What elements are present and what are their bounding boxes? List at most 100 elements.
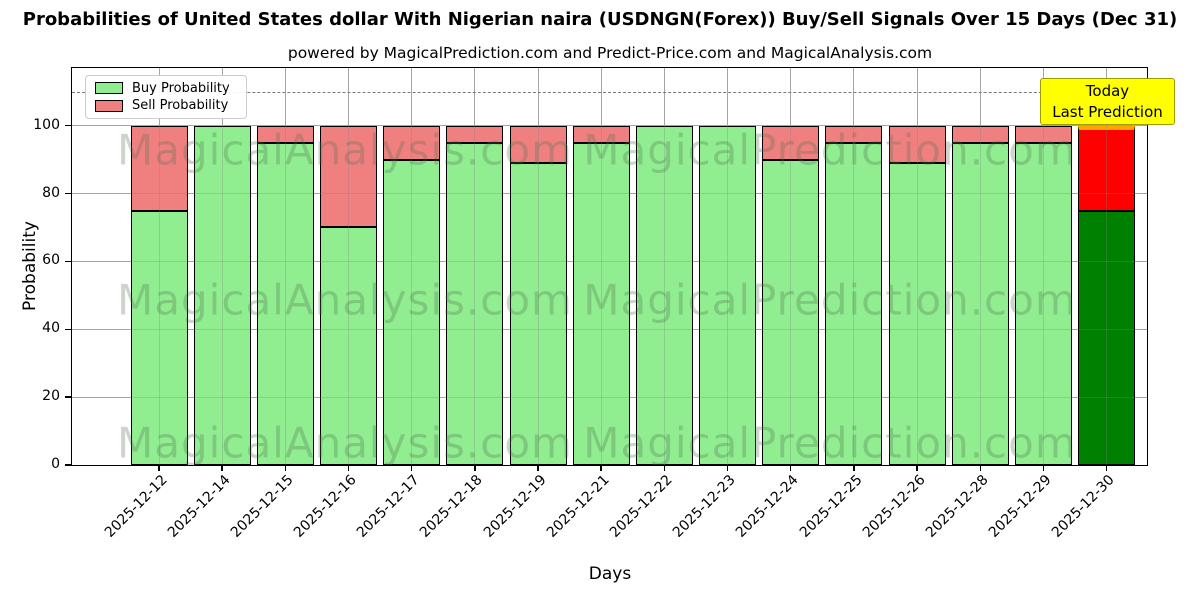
v-gridline-overlay [1106, 68, 1108, 465]
bar-segment-sell-2025-12-25 [825, 125, 883, 143]
v-gridline-overlay [853, 68, 855, 465]
bar-segment-sell-2025-12-18 [446, 125, 504, 143]
v-gridline-overlay [916, 68, 918, 465]
x-tick-label: 2025-12-16 [290, 472, 360, 541]
x-tick-mark [979, 465, 981, 471]
y-tick-mark [65, 464, 72, 466]
x-tick-mark [853, 465, 855, 471]
watermark-analysis-top: MagicalAnalysis.com [117, 125, 573, 175]
x-tick-mark [1105, 465, 1108, 471]
y-tick-label: 40 [42, 320, 60, 337]
v-gridline-overlay [284, 68, 286, 465]
v-gridline-overlay [158, 68, 160, 465]
bar-segment-sell-2025-12-21 [572, 125, 630, 143]
bar-segment-sell-2025-12-12 [130, 125, 188, 211]
x-tick-mark [663, 465, 666, 471]
v-gridline-overlay [790, 68, 792, 465]
v-gridline-overlay [1042, 68, 1044, 465]
bar-segment-buy-2025-12-19 [509, 163, 567, 465]
x-tick-label: 2025-12-26 [859, 472, 929, 541]
x-tick-label: 2025-12-23 [669, 472, 739, 541]
bar-segment-buy-2025-12-28 [951, 142, 1009, 465]
y-tick-mark [65, 260, 72, 263]
x-tick-label: 2025-12-29 [985, 472, 1055, 541]
y-tick-label: 80 [42, 184, 60, 201]
legend-label-buy: Buy Probability [132, 80, 230, 96]
x-tick-label: 2025-12-18 [417, 472, 487, 541]
bar-segment-sell-2025-12-29 [1014, 125, 1072, 143]
x-tick-label: 2025-12-22 [606, 472, 676, 541]
v-gridline-overlay [537, 68, 539, 465]
h-gridline-overlay [72, 193, 1147, 195]
bar-segment-sell-2025-12-30 [1078, 125, 1136, 211]
watermark-prediction-top: MagicalPrediction.com [583, 125, 1077, 175]
bar-segment-sell-2025-12-26 [888, 125, 946, 164]
x-tick-mark [1042, 465, 1045, 471]
bar-segment-buy-2025-12-18 [446, 142, 504, 465]
v-gridline-overlay [221, 68, 223, 465]
x-tick-label: 2025-12-19 [480, 472, 550, 541]
watermark-analysis-bottom: MagicalAnalysis.com [117, 418, 573, 468]
chart-subtitle: powered by MagicalPrediction.com and Pre… [287, 44, 933, 62]
y-tick-label: 60 [42, 252, 60, 269]
bar-segment-sell-2025-12-28 [951, 125, 1009, 143]
watermark-prediction-middle: MagicalPrediction.com [583, 275, 1077, 325]
x-tick-label: 2025-12-12 [101, 472, 171, 541]
legend: Buy Probability Sell Probability [85, 75, 247, 119]
bar-segment-buy-2025-12-24 [762, 159, 820, 465]
legend-item-buy: Buy Probability [95, 81, 237, 96]
x-tick-mark [600, 465, 602, 471]
bar-segment-buy-2025-12-30 [1078, 210, 1136, 465]
h-gridline-overlay [72, 260, 1147, 262]
buy-swatch-icon [95, 82, 123, 95]
v-gridline-overlay [411, 68, 413, 465]
v-gridline-overlay [979, 68, 981, 465]
y-tick-mark [65, 396, 72, 398]
v-gridline-overlay [600, 68, 602, 465]
x-axis-label: Days [588, 564, 632, 584]
bar-segment-buy-2025-12-22 [635, 125, 693, 465]
x-tick-mark [916, 465, 918, 471]
x-tick-mark [790, 465, 792, 471]
sell-swatch-icon [95, 99, 123, 112]
chart-title: Probabilities of United States dollar Wi… [22, 9, 1178, 30]
v-gridline-overlay [663, 68, 665, 465]
bar-segment-buy-2025-12-29 [1014, 142, 1072, 465]
x-tick-label: 2025-12-24 [733, 472, 803, 541]
x-tick-label: 2025-12-28 [922, 472, 992, 541]
h-gridline [72, 125, 1147, 127]
x-tick-label: 2025-12-25 [796, 472, 866, 541]
bar-segment-buy-2025-12-23 [699, 125, 757, 465]
x-tick-label: 2025-12-21 [543, 472, 613, 541]
today-annotation-line1: Today [1085, 81, 1130, 100]
watermark-analysis-middle: MagicalAnalysis.com [117, 275, 573, 325]
v-gridline-overlay [727, 68, 729, 465]
bar-segment-buy-2025-12-14 [193, 125, 251, 465]
x-tick-label: 2025-12-17 [354, 472, 424, 541]
bar-segment-sell-2025-12-19 [509, 125, 567, 164]
x-tick-mark [474, 465, 476, 471]
legend-item-sell: Sell Probability [95, 98, 237, 113]
bar-segment-sell-2025-12-24 [762, 125, 820, 160]
x-tick-label: 2025-12-15 [227, 472, 297, 541]
y-tick-mark [65, 124, 72, 127]
y-tick-label: 100 [33, 116, 60, 133]
y-tick-label: 20 [42, 388, 60, 405]
bar-segment-buy-2025-12-15 [256, 142, 314, 465]
y-tick-mark [65, 328, 72, 330]
bar-segment-buy-2025-12-12 [130, 210, 188, 465]
x-tick-mark [221, 465, 223, 471]
h-gridline-overlay [72, 396, 1147, 398]
today-annotation: Today Last Prediction [1040, 78, 1175, 125]
bar-segment-buy-2025-12-25 [825, 142, 883, 465]
x-tick-mark [158, 465, 160, 471]
bar-segment-sell-2025-12-17 [383, 125, 441, 160]
threshold-dashed-line [72, 91, 1147, 93]
x-tick-label: 2025-12-30 [1049, 472, 1118, 541]
x-tick-label: 2025-12-14 [164, 472, 234, 541]
bar-segment-sell-2025-12-15 [256, 125, 314, 143]
legend-label-sell: Sell Probability [132, 98, 229, 114]
watermark-prediction-bottom: MagicalPrediction.com [583, 418, 1077, 468]
bar-segment-buy-2025-12-17 [383, 159, 441, 465]
